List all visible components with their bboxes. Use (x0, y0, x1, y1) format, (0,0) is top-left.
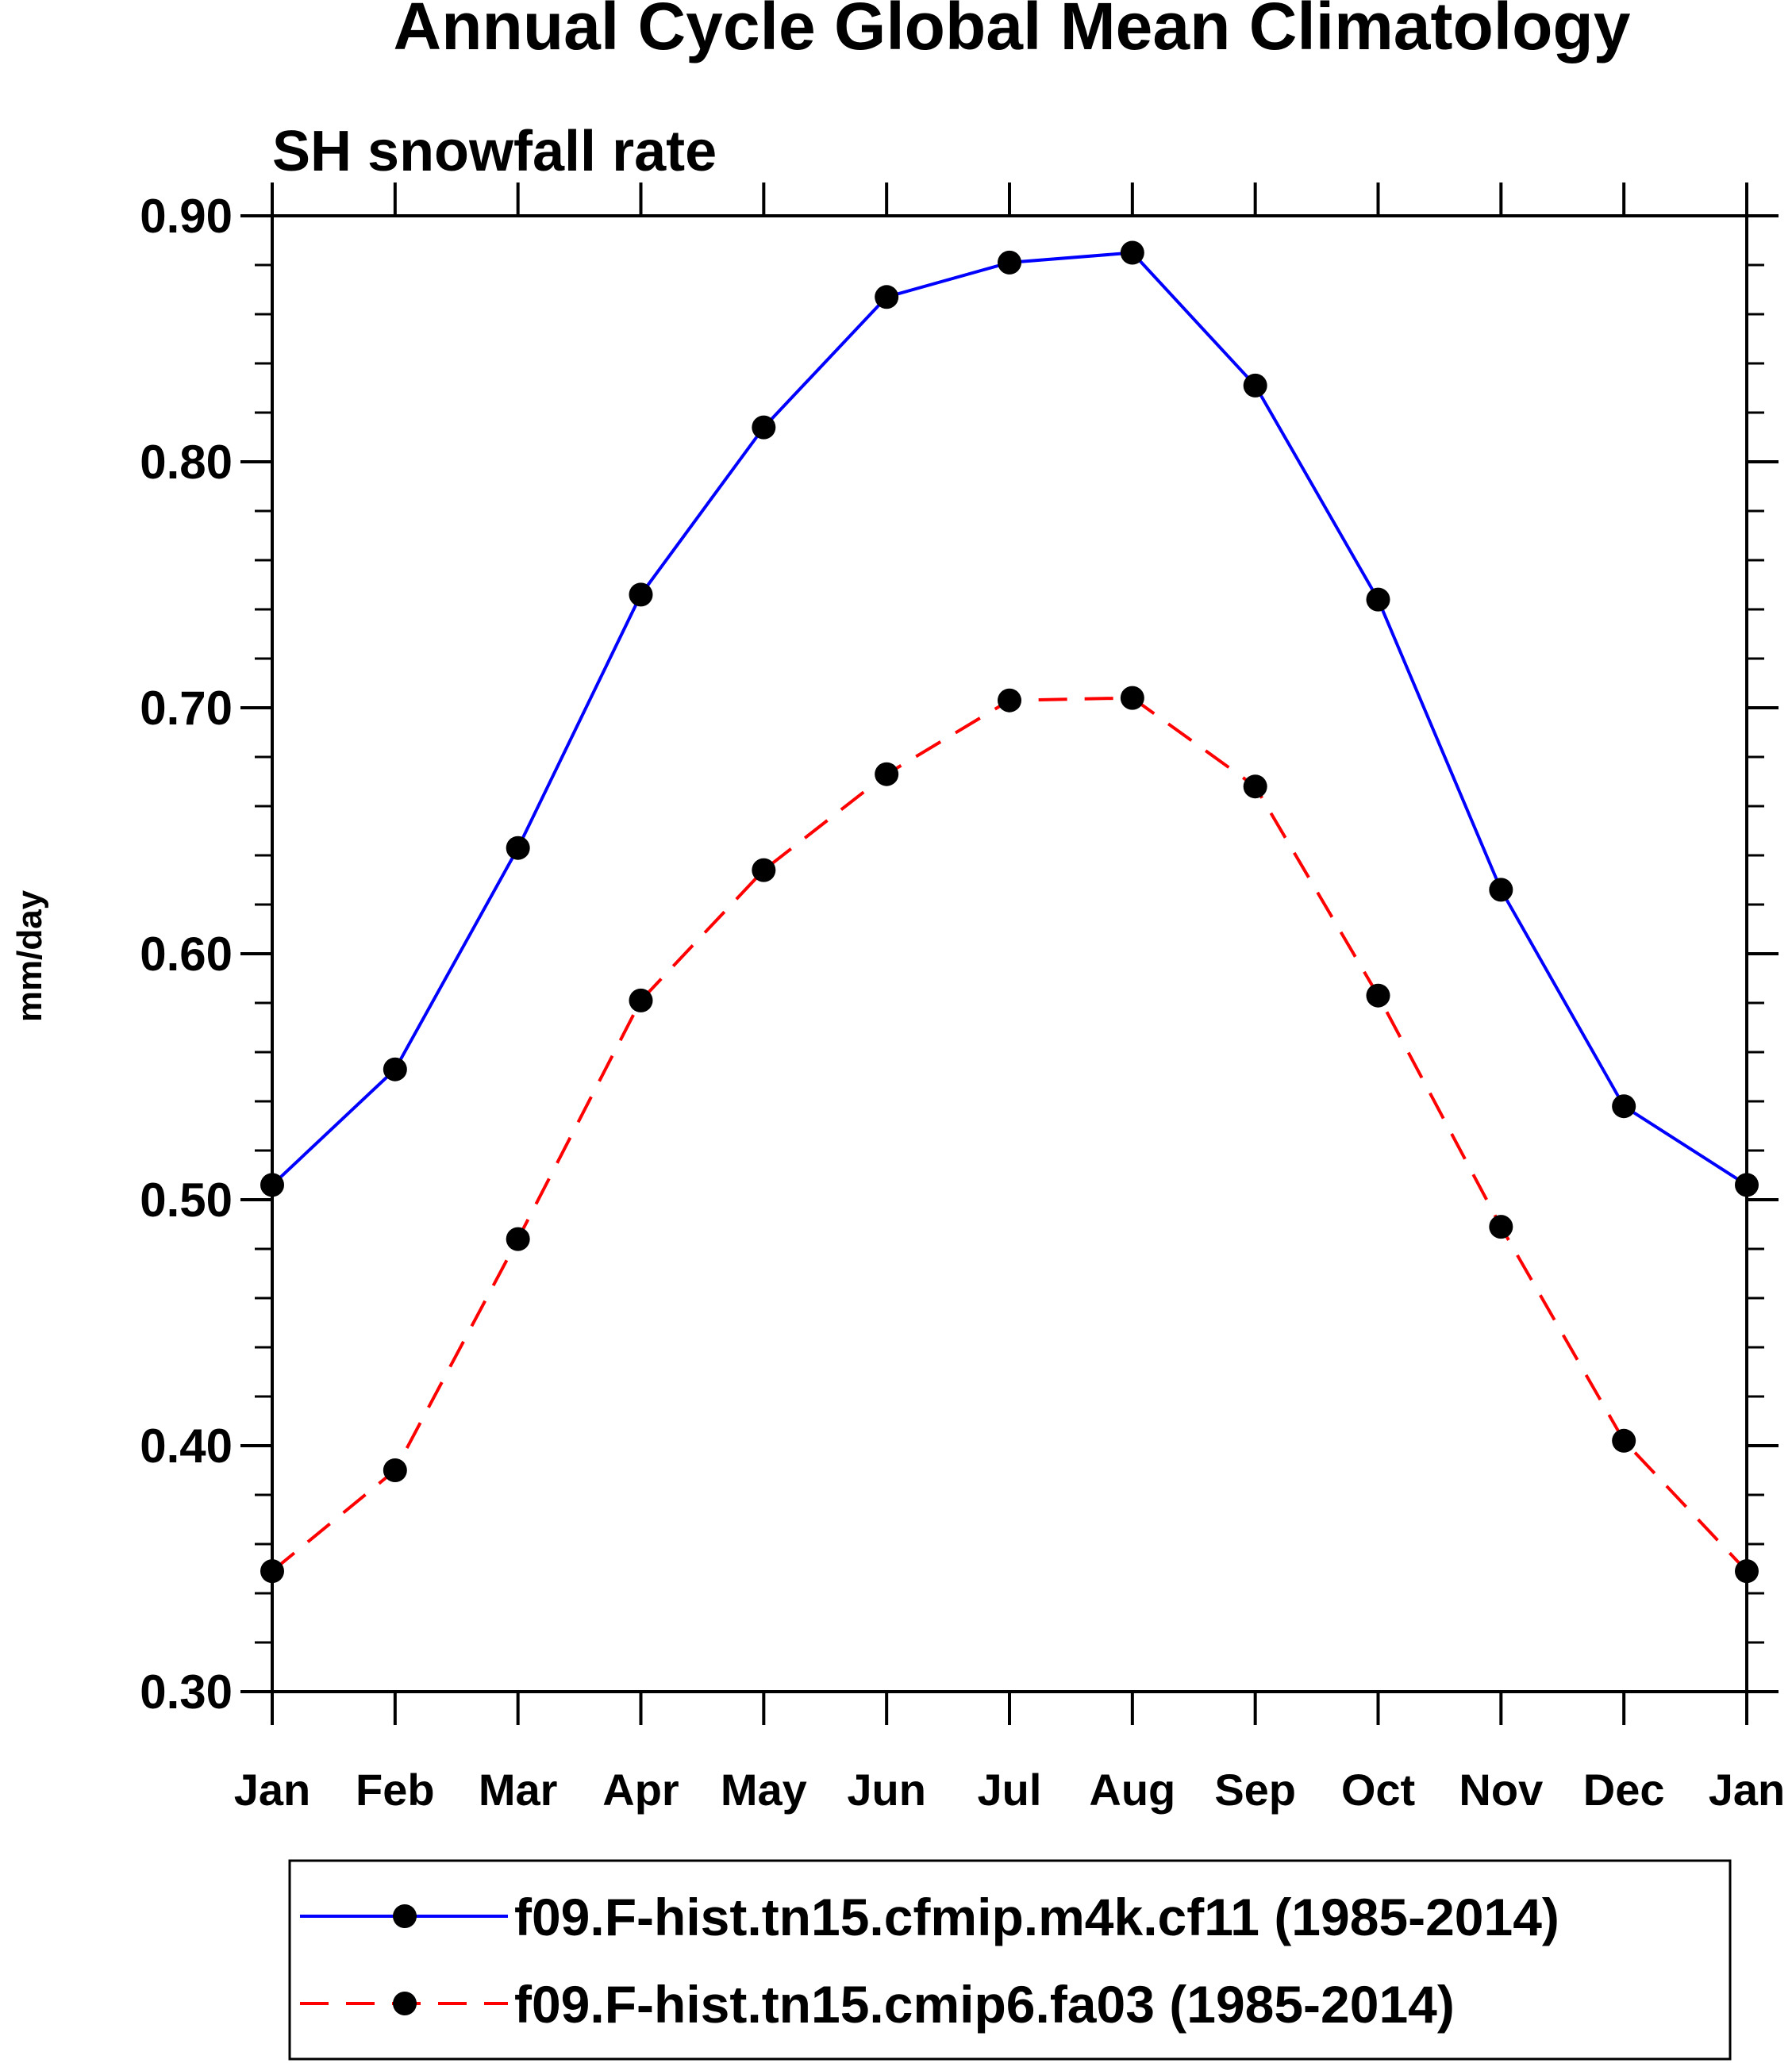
data-point (1612, 1428, 1636, 1453)
data-point (629, 582, 653, 607)
plot-area: 0.30 0.40 0.50 0.60 0.70 0.80 0.90 Jan Feb Mar Apr… (140, 182, 1785, 1815)
legend: f09.F-hist.tn15.cfmip.m4k.cf11 (1985-201… (288, 1859, 1732, 2061)
y-axis-label: mm/day (10, 889, 49, 1022)
data-point (260, 1173, 284, 1197)
data-point (1489, 1215, 1513, 1239)
data-point (1612, 1094, 1636, 1119)
data-point (383, 1057, 407, 1081)
data-point (998, 688, 1021, 713)
y-tick-label: 0.50 (140, 1174, 233, 1227)
x-tick-label: Feb (356, 1765, 435, 1815)
data-point (1120, 686, 1144, 710)
legend-box (288, 1859, 1732, 2061)
plot-frame (271, 214, 1748, 1693)
legend-marker (393, 1992, 417, 2015)
data-point (260, 1559, 284, 1584)
x-tick-label: May (721, 1765, 807, 1815)
y-tick-label: 0.90 (140, 190, 233, 243)
chart-title: Annual Cycle Global Mean Climatology (394, 0, 1631, 63)
legend-marker (393, 1904, 417, 1928)
x-tick-label: Mar (479, 1765, 558, 1815)
data-point (1489, 878, 1513, 902)
data-point (752, 858, 776, 882)
x-tick-label: Nov (1459, 1765, 1543, 1815)
x-tick-label: Apr (602, 1765, 679, 1815)
x-tick-label: Jun (847, 1765, 926, 1815)
y-tick-label: 0.60 (140, 928, 233, 981)
chart-subtitle: SH snowfall rate (272, 120, 717, 183)
data-point (1243, 774, 1267, 799)
x-tick-label: Dec (1583, 1765, 1665, 1815)
x-tick-label: Oct (1341, 1765, 1415, 1815)
data-point (875, 285, 899, 309)
x-tick-label: Aug (1089, 1765, 1175, 1815)
data-point (1120, 240, 1144, 265)
data-point (1735, 1173, 1759, 1197)
y-tick-label: 0.40 (140, 1420, 233, 1473)
data-point (875, 762, 899, 786)
y-tick-label: 0.80 (140, 436, 233, 489)
x-tick-label: Sep (1214, 1765, 1296, 1815)
data-point (1735, 1559, 1759, 1584)
data-point (1366, 587, 1390, 612)
legend-label-2: f09.F-hist.tn15.cmip6.fa03 (1985-2014) (514, 1975, 1455, 2034)
x-tick-label: Jul (978, 1765, 1042, 1815)
data-point (506, 836, 530, 860)
y-tick-label: 0.70 (140, 682, 233, 735)
data-point (998, 250, 1021, 275)
data-point (383, 1458, 407, 1482)
x-tick-label: Jan (1709, 1765, 1786, 1815)
data-point (1366, 983, 1390, 1008)
data-point (1243, 373, 1267, 398)
series-line-1 (271, 251, 1748, 1187)
series-line-2 (271, 696, 1748, 1573)
x-tick-label: Jan (234, 1765, 311, 1815)
legend-label-1: f09.F-hist.tn15.cfmip.m4k.cf11 (1985-201… (514, 1888, 1559, 1946)
data-point (752, 415, 776, 440)
data-point (629, 988, 653, 1012)
data-point (506, 1227, 530, 1251)
y-tick-label: 0.30 (140, 1665, 233, 1719)
